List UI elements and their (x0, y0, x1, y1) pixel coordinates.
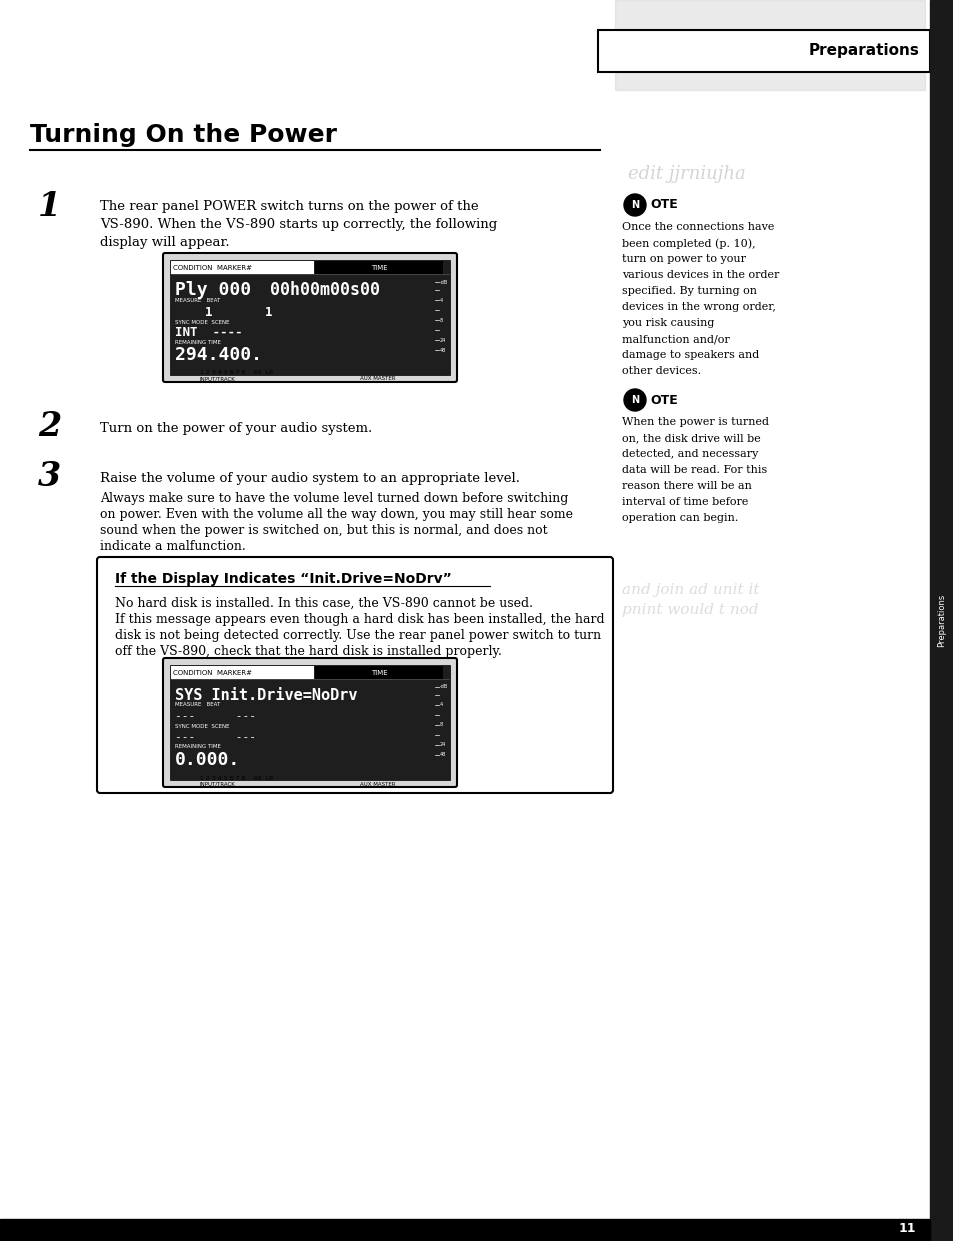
Text: edit jjrniujha: edit jjrniujha (627, 165, 745, 182)
Text: Turn on the power of your audio system.: Turn on the power of your audio system. (100, 422, 372, 436)
Bar (598, 30, 929, 72)
Bar (615, 0, 924, 91)
FancyBboxPatch shape (97, 557, 613, 793)
Text: 8: 8 (439, 318, 442, 323)
FancyBboxPatch shape (163, 658, 456, 787)
Text: 4: 4 (439, 298, 442, 303)
Text: detected, and necessary: detected, and necessary (621, 449, 758, 459)
Text: INPUT/TRACK: INPUT/TRACK (200, 782, 235, 787)
Circle shape (623, 388, 645, 411)
Text: you risk causing: you risk causing (621, 318, 714, 328)
Text: The rear panel POWER switch turns on the power of the: The rear panel POWER switch turns on the… (100, 200, 478, 213)
Text: reason there will be an: reason there will be an (621, 482, 751, 491)
Text: INT  ----: INT ---- (174, 326, 242, 340)
Text: Preparations: Preparations (937, 593, 945, 647)
Text: OTE: OTE (649, 199, 677, 211)
Text: 48: 48 (439, 347, 446, 352)
Text: CONDITION  MARKER#: CONDITION MARKER# (172, 670, 252, 676)
Text: sound when the power is switched on, but this is normal, and does not: sound when the power is switched on, but… (100, 524, 547, 537)
Text: N: N (630, 395, 639, 405)
Text: various devices in the order: various devices in the order (621, 271, 779, 280)
Text: display will appear.: display will appear. (100, 236, 230, 249)
Text: 00h00m00s00: 00h00m00s00 (270, 280, 379, 299)
Text: Once the connections have: Once the connections have (621, 222, 774, 232)
Bar (929, 0, 953, 1241)
Text: 2: 2 (38, 410, 61, 443)
Bar (170, 665, 450, 781)
Text: REMAINING TIME: REMAINING TIME (174, 745, 221, 750)
Bar (0, 1219, 929, 1241)
Text: SYNC MODE  SCENE: SYNC MODE SCENE (174, 724, 230, 728)
Text: 24: 24 (439, 742, 446, 747)
Text: 11: 11 (898, 1222, 915, 1236)
Text: data will be read. For this: data will be read. For this (621, 465, 766, 475)
Text: 24: 24 (439, 338, 446, 343)
Bar (170, 261, 450, 375)
Text: AUX MASTER: AUX MASTER (359, 782, 395, 787)
Text: 48: 48 (439, 752, 446, 757)
Text: OTE: OTE (649, 393, 677, 407)
Text: Ply 000: Ply 000 (174, 280, 251, 299)
Text: AUX MASTER: AUX MASTER (359, 376, 395, 381)
Text: 294.400.: 294.400. (174, 346, 262, 364)
Text: 1       1: 1 1 (174, 305, 273, 319)
Text: malfunction and/or: malfunction and/or (621, 334, 729, 344)
Text: MEASURE   BEAT: MEASURE BEAT (174, 702, 220, 707)
Text: No hard disk is installed. In this case, the VS-890 cannot be used.: No hard disk is installed. In this case,… (115, 597, 533, 611)
Bar (314, 261, 442, 274)
Text: When the power is turned: When the power is turned (621, 417, 768, 427)
Text: and join ad unit it: and join ad unit it (621, 583, 759, 597)
Text: Raise the volume of your audio system to an appropriate level.: Raise the volume of your audio system to… (100, 472, 519, 485)
Text: Turning On the Power: Turning On the Power (30, 123, 336, 146)
Text: Preparations: Preparations (808, 43, 919, 58)
Text: 1 2 3 4 5 6 7 8    A5  LR: 1 2 3 4 5 6 7 8 A5 LR (200, 371, 274, 376)
Text: 1 2 3 4 5 6 7 8    A5  LR: 1 2 3 4 5 6 7 8 A5 LR (200, 776, 274, 781)
Text: 1: 1 (38, 190, 61, 223)
Text: If the Display Indicates “Init.Drive=NoDrv”: If the Display Indicates “Init.Drive=NoD… (115, 572, 452, 586)
Text: -dB: -dB (439, 685, 448, 690)
Text: CONDITION  MARKER#: CONDITION MARKER# (172, 266, 252, 271)
Text: TIME: TIME (371, 266, 387, 271)
Text: on, the disk drive will be: on, the disk drive will be (621, 433, 760, 443)
FancyBboxPatch shape (163, 253, 456, 382)
Text: If this message appears even though a hard disk has been installed, the hard: If this message appears even though a ha… (115, 613, 604, 625)
Text: indicate a malfunction.: indicate a malfunction. (100, 540, 246, 553)
Text: specified. By turning on: specified. By turning on (621, 285, 757, 297)
Text: SYS Init.Drive=NoDrv: SYS Init.Drive=NoDrv (174, 688, 357, 702)
Text: off the VS-890, check that the hard disk is installed properly.: off the VS-890, check that the hard disk… (115, 645, 501, 658)
Text: disk is not being detected correctly. Use the rear panel power switch to turn: disk is not being detected correctly. Us… (115, 629, 600, 642)
Text: -dB: -dB (439, 279, 448, 284)
Text: SYNC MODE  SCENE: SYNC MODE SCENE (174, 319, 230, 324)
Text: VS-890. When the VS-890 starts up correctly, the following: VS-890. When the VS-890 starts up correc… (100, 218, 497, 231)
Text: 3: 3 (38, 460, 61, 493)
Bar (314, 666, 442, 679)
Text: ---      ---: --- --- (174, 732, 255, 742)
Bar (171, 666, 314, 679)
Text: turn on power to your: turn on power to your (621, 254, 745, 264)
Text: TIME: TIME (371, 670, 387, 676)
Text: 8: 8 (439, 722, 442, 727)
Text: Always make sure to have the volume level turned down before switching: Always make sure to have the volume leve… (100, 491, 568, 505)
Text: 4: 4 (439, 702, 442, 707)
Text: pnint would t nod: pnint would t nod (621, 603, 758, 617)
Text: been completed (p. 10),: been completed (p. 10), (621, 238, 755, 248)
Text: damage to speakers and: damage to speakers and (621, 350, 759, 360)
Text: MEASURE   BEAT: MEASURE BEAT (174, 298, 220, 303)
Text: N: N (630, 200, 639, 210)
Text: other devices.: other devices. (621, 366, 700, 376)
Text: INPUT/TRACK: INPUT/TRACK (200, 376, 235, 381)
Text: interval of time before: interval of time before (621, 496, 747, 508)
Text: on power. Even with the volume all the way down, you may still hear some: on power. Even with the volume all the w… (100, 508, 573, 521)
Text: REMAINING TIME: REMAINING TIME (174, 340, 221, 345)
Bar (171, 261, 314, 274)
Text: ---      ---: --- --- (174, 711, 255, 721)
Circle shape (623, 194, 645, 216)
Text: operation can begin.: operation can begin. (621, 513, 738, 522)
Text: devices in the wrong order,: devices in the wrong order, (621, 302, 775, 311)
Text: 0.000.: 0.000. (174, 751, 240, 769)
